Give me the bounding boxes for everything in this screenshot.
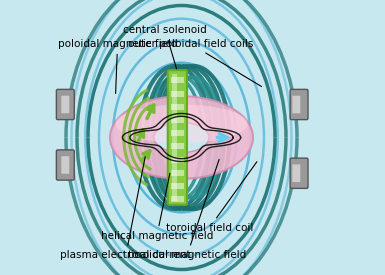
FancyBboxPatch shape <box>61 96 69 113</box>
FancyBboxPatch shape <box>290 89 308 120</box>
FancyBboxPatch shape <box>56 89 74 120</box>
Bar <box>171 130 184 136</box>
FancyBboxPatch shape <box>292 164 300 182</box>
Text: helical magnetic field: helical magnetic field <box>100 173 213 241</box>
Text: central solenoid: central solenoid <box>123 25 207 69</box>
Bar <box>171 196 184 202</box>
FancyBboxPatch shape <box>292 96 300 113</box>
Ellipse shape <box>110 96 253 179</box>
Bar <box>172 74 177 201</box>
Text: poloidal magnetic field: poloidal magnetic field <box>58 39 177 94</box>
Bar <box>171 77 184 83</box>
Text: toroidal magnetic field: toroidal magnetic field <box>128 160 246 260</box>
Text: plasma electrical current: plasma electrical current <box>60 157 191 260</box>
Bar <box>171 143 184 149</box>
Ellipse shape <box>154 122 209 153</box>
Text: toroidal field coil: toroidal field coil <box>166 162 257 233</box>
Bar <box>171 104 184 110</box>
Bar <box>171 183 184 189</box>
Ellipse shape <box>116 104 248 143</box>
Bar <box>171 170 184 176</box>
FancyBboxPatch shape <box>56 150 74 180</box>
FancyBboxPatch shape <box>290 158 308 188</box>
FancyBboxPatch shape <box>168 70 187 205</box>
FancyBboxPatch shape <box>61 156 69 174</box>
Bar <box>171 90 184 97</box>
Bar <box>171 117 184 123</box>
Bar <box>171 156 184 163</box>
Text: outer poloidal field coils: outer poloidal field coils <box>127 39 262 87</box>
